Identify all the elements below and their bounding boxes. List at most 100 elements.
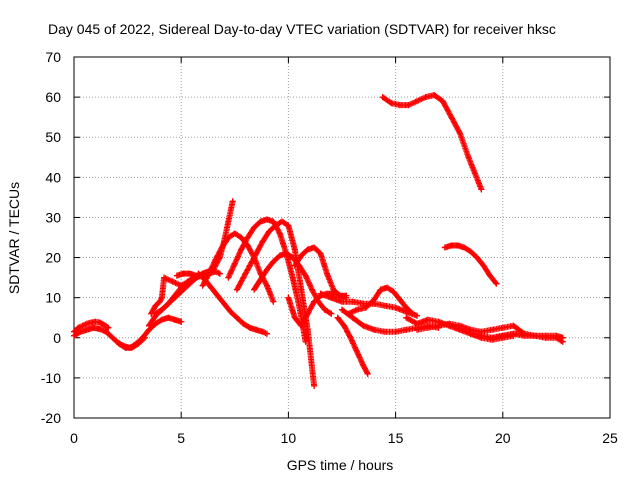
data-point	[246, 324, 253, 331]
x-tick-label: 10	[281, 430, 297, 446]
series-peak-E	[251, 250, 335, 317]
data-point	[208, 284, 215, 291]
data-point	[456, 130, 463, 137]
data-point	[354, 306, 361, 313]
y-tick-label: 30	[45, 209, 61, 225]
y-tick-label: 60	[45, 89, 61, 105]
data-point	[336, 292, 343, 299]
x-axis-title: GPS time / hours	[287, 457, 394, 473]
data-point	[328, 294, 335, 301]
data-point	[276, 230, 283, 237]
data-point	[218, 244, 225, 251]
data-point	[109, 334, 116, 341]
data-point	[169, 278, 176, 285]
data-point	[251, 286, 258, 293]
data-point	[259, 238, 266, 245]
data-point	[148, 310, 155, 317]
data-point	[225, 218, 232, 225]
data-point	[480, 262, 487, 269]
data-point	[240, 320, 247, 327]
data-point	[101, 321, 108, 328]
data-point	[330, 290, 337, 297]
x-tick-label: 25	[602, 430, 618, 446]
data-point	[270, 258, 277, 265]
data-point	[195, 270, 202, 277]
data-point	[156, 298, 163, 305]
x-tick-label: 0	[70, 430, 78, 446]
data-point	[456, 322, 463, 329]
data-point	[75, 324, 82, 331]
data-point	[225, 234, 232, 241]
data-point	[405, 102, 412, 109]
series-dip-9	[334, 314, 371, 377]
data-point	[291, 246, 298, 253]
data-point	[347, 334, 354, 341]
data-point	[96, 325, 103, 332]
data-point	[231, 260, 238, 267]
data-point	[158, 306, 165, 313]
series-peak-C	[225, 216, 309, 345]
data-point	[214, 292, 221, 299]
data-point	[364, 370, 371, 377]
data-point	[461, 244, 468, 251]
data-point	[360, 362, 367, 369]
data-point	[178, 318, 185, 325]
data-point	[381, 302, 388, 309]
data-point	[381, 328, 388, 335]
data-point	[321, 306, 328, 313]
y-tick-label: 0	[53, 330, 61, 346]
chart-title: Day 045 of 2022, Sidereal Day-to-day VTE…	[48, 21, 556, 37]
data-point	[88, 319, 95, 326]
axis-ticks: 0 5 10 15 20 25 -20 -10 0 10 20 30 40 50 60 70	[41, 49, 618, 446]
data-point	[180, 270, 187, 277]
data-point	[328, 310, 335, 317]
data-point	[339, 306, 345, 313]
data-point	[171, 316, 178, 323]
data-point	[448, 114, 455, 121]
x-tick-label: 20	[495, 430, 511, 446]
data-point	[379, 94, 386, 101]
data-point	[233, 286, 240, 293]
data-point	[298, 286, 305, 293]
data-point	[489, 334, 496, 341]
data-point	[409, 310, 416, 317]
data-point	[238, 246, 245, 253]
series-bump-12	[345, 284, 416, 317]
data-point	[304, 246, 311, 253]
data-point	[422, 94, 429, 101]
data-point	[339, 298, 345, 305]
data-point	[431, 92, 438, 99]
data-point	[92, 318, 99, 325]
data-point	[113, 338, 120, 345]
y-tick-label: 50	[45, 129, 61, 145]
data-point	[349, 298, 356, 305]
data-point	[278, 218, 285, 225]
y-tick-label: -10	[41, 370, 61, 386]
data-point	[263, 266, 270, 273]
data-point	[559, 334, 566, 341]
data-point	[396, 296, 403, 303]
data-point	[96, 319, 103, 326]
data-point	[263, 282, 270, 289]
data-point	[360, 322, 367, 329]
data-point	[276, 252, 283, 259]
data-point	[120, 342, 127, 349]
data-point	[542, 332, 549, 339]
data-point	[553, 332, 560, 339]
data-point	[317, 250, 324, 257]
data-point	[289, 254, 296, 261]
data-point	[403, 326, 410, 333]
y-tick-label: 10	[45, 290, 61, 306]
data-point	[227, 308, 234, 315]
data-point	[354, 348, 361, 355]
data-point	[291, 262, 298, 269]
data-point	[77, 328, 84, 335]
series-tail-d	[489, 330, 566, 341]
y-tick-label: 20	[45, 250, 61, 266]
data-point	[377, 286, 384, 293]
data-point	[229, 198, 236, 205]
data-point	[90, 324, 97, 331]
data-point	[263, 330, 270, 337]
plot-frame	[73, 56, 611, 419]
